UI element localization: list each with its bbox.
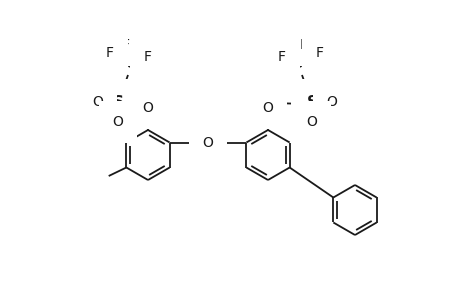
Text: F: F (106, 46, 114, 60)
Text: F: F (122, 38, 130, 52)
Text: F: F (277, 50, 285, 64)
Text: F: F (315, 46, 323, 60)
Text: O: O (262, 101, 273, 115)
Text: O: O (112, 115, 123, 129)
Text: O: O (202, 136, 213, 149)
Text: O: O (92, 95, 103, 109)
Text: S: S (306, 94, 317, 110)
Text: F: F (144, 50, 151, 64)
Text: O: O (306, 115, 317, 129)
Text: S: S (112, 94, 123, 110)
Text: O: O (326, 95, 337, 109)
Text: O: O (142, 101, 153, 115)
Text: F: F (299, 38, 308, 52)
